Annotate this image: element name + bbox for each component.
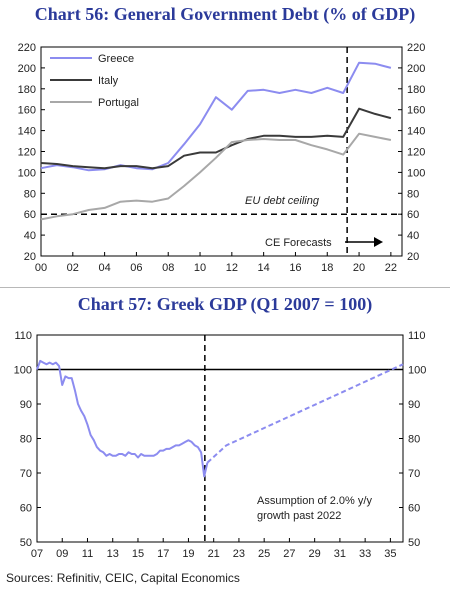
- x-tick-label: 20: [353, 262, 365, 274]
- y-tick-label-right: 120: [407, 147, 425, 159]
- series-line-assumption: [206, 363, 404, 464]
- y-tick-label-left: 60: [24, 209, 36, 221]
- y-tick-label-right: 70: [408, 468, 420, 480]
- y-tick-label-left: 110: [14, 330, 32, 342]
- x-tick-label: 21: [208, 548, 220, 560]
- y-tick-label-right: 40: [407, 230, 419, 242]
- y-tick-label-right: 200: [407, 63, 425, 75]
- series-line-greece: [40, 61, 392, 172]
- y-tick-label-left: 70: [20, 468, 32, 480]
- x-tick-label: 27: [283, 548, 295, 560]
- x-tick-label: 35: [384, 548, 396, 560]
- chart-title-gdp: Chart 57: Greek GDP (Q1 2007 = 100): [77, 294, 373, 314]
- y-tick-label-right: 60: [407, 209, 419, 221]
- y-tick-label-left: 80: [24, 188, 36, 200]
- x-tick-label: 06: [130, 262, 142, 274]
- x-tick-label: 09: [56, 548, 68, 560]
- x-tick-label: 13: [107, 548, 119, 560]
- x-tick-label: 04: [98, 262, 110, 274]
- y-tick-label-right: 50: [408, 537, 420, 549]
- x-tick-label: 15: [132, 548, 144, 560]
- y-tick-label-left: 120: [18, 147, 36, 159]
- x-tick-label: 02: [67, 262, 79, 274]
- y-tick-label-left: 100: [14, 365, 32, 377]
- y-tick-label-left: 180: [18, 84, 36, 96]
- y-tick-label-left: 50: [20, 537, 32, 549]
- series-line-italy: [40, 107, 392, 170]
- legend-label: Portugal: [98, 97, 139, 109]
- y-tick-label-left: 160: [18, 105, 36, 117]
- x-tick-label: 08: [162, 262, 174, 274]
- annotation-ce-forecasts: CE Forecasts: [265, 237, 332, 249]
- y-tick-label-right: 110: [408, 330, 426, 342]
- x-tick-label: 14: [258, 262, 270, 274]
- y-tick-label-left: 40: [24, 230, 36, 242]
- y-tick-label-left: 80: [20, 434, 32, 446]
- sources-note: Sources: Refinitiv, CEIC, Capital Econom…: [6, 571, 240, 585]
- x-tick-label: 00: [35, 262, 47, 274]
- y-tick-label-right: 80: [408, 434, 420, 446]
- chart-title-debt: Chart 56: General Government Debt (% of …: [34, 4, 416, 24]
- y-tick-label-left: 20: [24, 251, 36, 263]
- legend-label: Greece: [98, 53, 134, 65]
- x-tick-label: 07: [31, 548, 43, 560]
- y-tick-label-right: 140: [407, 126, 425, 138]
- x-tick-label: 19: [182, 548, 194, 560]
- y-tick-label-right: 220: [407, 42, 425, 54]
- y-tick-label-right: 180: [407, 84, 425, 96]
- y-tick-label-right: 100: [407, 167, 425, 179]
- y-tick-label-left: 90: [20, 399, 32, 411]
- y-tick-label-left: 60: [20, 503, 32, 515]
- y-tick-label-left: 140: [18, 126, 36, 138]
- annotation-assumption-line1: Assumption of 2.0% y/y: [257, 495, 372, 507]
- chart-divider: [0, 287, 450, 288]
- annotation-eu-debt-ceiling: EU debt ceiling: [245, 195, 320, 207]
- x-tick-label: 12: [226, 262, 238, 274]
- y-tick-label-right: 160: [407, 105, 425, 117]
- annotation-assumption-line2: growth past 2022: [257, 510, 341, 522]
- y-tick-label-left: 200: [18, 63, 36, 75]
- legend-label: Italy: [98, 75, 119, 87]
- x-tick-label: 33: [359, 548, 371, 560]
- x-tick-label: 31: [334, 548, 346, 560]
- x-tick-label: 16: [289, 262, 301, 274]
- x-tick-label: 29: [309, 548, 321, 560]
- y-tick-label-left: 220: [18, 42, 36, 54]
- series-line-greek-gdp-actual-: [36, 359, 209, 478]
- y-tick-label-right: 20: [407, 251, 419, 263]
- x-tick-label: 18: [321, 262, 333, 274]
- y-tick-label-right: 90: [408, 399, 420, 411]
- x-tick-label: 25: [258, 548, 270, 560]
- forecast-arrow-head: [374, 237, 383, 247]
- y-tick-label-right: 80: [407, 188, 419, 200]
- x-tick-label: 10: [194, 262, 206, 274]
- y-tick-label-left: 100: [18, 167, 36, 179]
- y-tick-label-right: 60: [408, 503, 420, 515]
- y-tick-label-right: 100: [408, 365, 426, 377]
- x-tick-label: 22: [385, 262, 397, 274]
- x-tick-label: 17: [157, 548, 169, 560]
- series-line-portugal: [40, 132, 392, 221]
- gdp-chart: 50 50 60 60 70 70 80 80 90 90 100 100 110 110 07 09 11 13…: [14, 330, 427, 560]
- x-tick-label: 11: [82, 548, 93, 560]
- x-tick-label: 23: [233, 548, 245, 560]
